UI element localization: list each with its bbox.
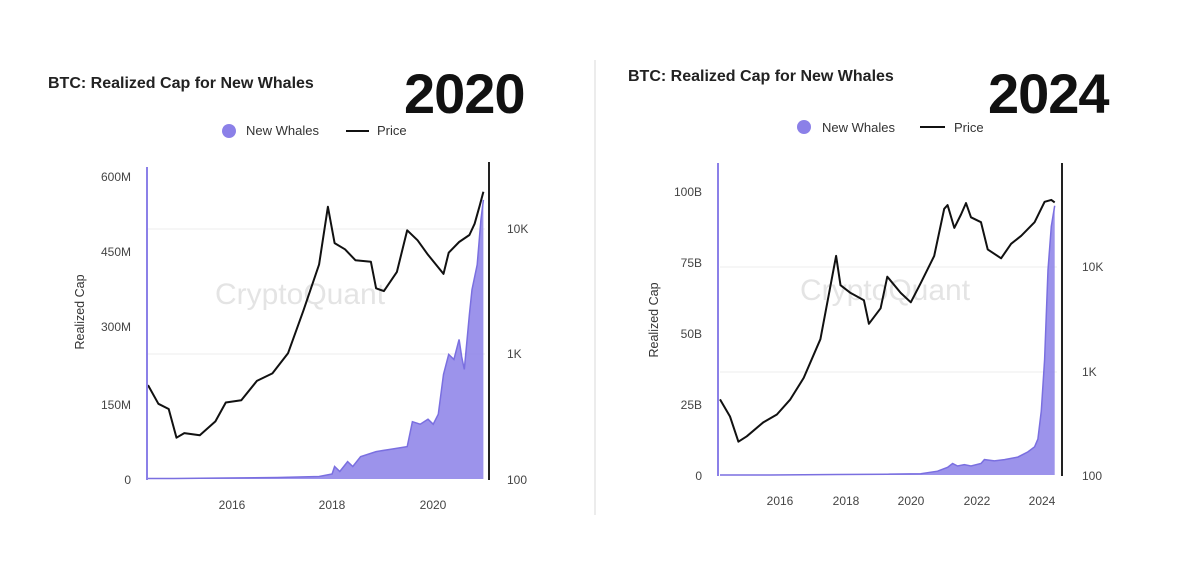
right-tick-label: 100: [1082, 469, 1102, 483]
year-badge: 2020: [404, 62, 525, 125]
watermark: CryptoQuant: [215, 278, 386, 311]
series-line-price: [147, 191, 485, 439]
chart-svg-2020: BTC: Realized Cap for New Whales 2020 Ne…: [48, 62, 528, 512]
new-whales-line: [720, 205, 1056, 476]
y-tick-label: 50B: [681, 327, 702, 341]
chart-panel-2020: BTC: Realized Cap for New Whales 2020 Ne…: [0, 0, 596, 569]
right-tick-label: 100: [507, 473, 527, 487]
x-tick-label: 2020: [420, 498, 447, 512]
x-tick-label: 2016: [767, 494, 794, 508]
series-area-new-whales: [148, 199, 485, 480]
right-tick-label: 1K: [507, 347, 522, 361]
y-tick-label: 0: [124, 473, 131, 487]
y-tick-label: 75B: [681, 256, 702, 270]
x-tick-label: 2018: [319, 498, 346, 512]
price-line: [719, 198, 1056, 443]
x-tick-label: 2020: [898, 494, 925, 508]
y-tick-label: 25B: [681, 398, 702, 412]
price-line: [147, 191, 485, 439]
right-tick-label: 10K: [507, 222, 528, 236]
y-tick-label: 0: [695, 469, 702, 483]
legend-label-price[interactable]: Price: [377, 123, 407, 138]
x-tick-label: 2022: [964, 494, 991, 508]
chart-panel-2024: BTC: Realized Cap for New Whales 2024 Ne…: [597, 0, 1200, 569]
legend-swatch-new-whales[interactable]: [222, 124, 236, 138]
legend-label-price[interactable]: Price: [954, 120, 984, 135]
panel-divider: [594, 60, 596, 515]
legend-swatch-new-whales[interactable]: [797, 120, 811, 134]
legend-label-new-whales[interactable]: New Whales: [822, 120, 895, 135]
y-tick-label: 150M: [101, 398, 131, 412]
y-tick-label: 450M: [101, 245, 131, 259]
y-axis-title: Realized Cap: [73, 274, 87, 349]
gridlines: [720, 266, 1057, 373]
new-whales-area: [720, 205, 1055, 476]
y-tick-label: 600M: [101, 170, 131, 184]
y-tick-label: 100B: [674, 185, 702, 199]
gridlines: [148, 228, 485, 355]
y-axis-title: Realized Cap: [647, 282, 661, 357]
year-badge: 2024: [988, 62, 1109, 125]
new-whales-area: [148, 199, 484, 479]
series-area-new-whales: [720, 205, 1056, 476]
new-whales-line: [148, 199, 485, 480]
series-line-price: [719, 198, 1056, 443]
chart-title: BTC: Realized Cap for New Whales: [628, 68, 894, 85]
x-tick-label: 2016: [219, 498, 246, 512]
right-tick-label: 1K: [1082, 365, 1097, 379]
y-tick-label: 300M: [101, 320, 131, 334]
x-tick-label: 2024: [1029, 494, 1056, 508]
x-tick-label: 2018: [833, 494, 860, 508]
legend-label-new-whales[interactable]: New Whales: [246, 123, 319, 138]
right-tick-label: 10K: [1082, 260, 1103, 274]
chart-svg-2024: BTC: Realized Cap for New Whales 2024 Ne…: [628, 62, 1110, 508]
chart-title: BTC: Realized Cap for New Whales: [48, 75, 314, 92]
